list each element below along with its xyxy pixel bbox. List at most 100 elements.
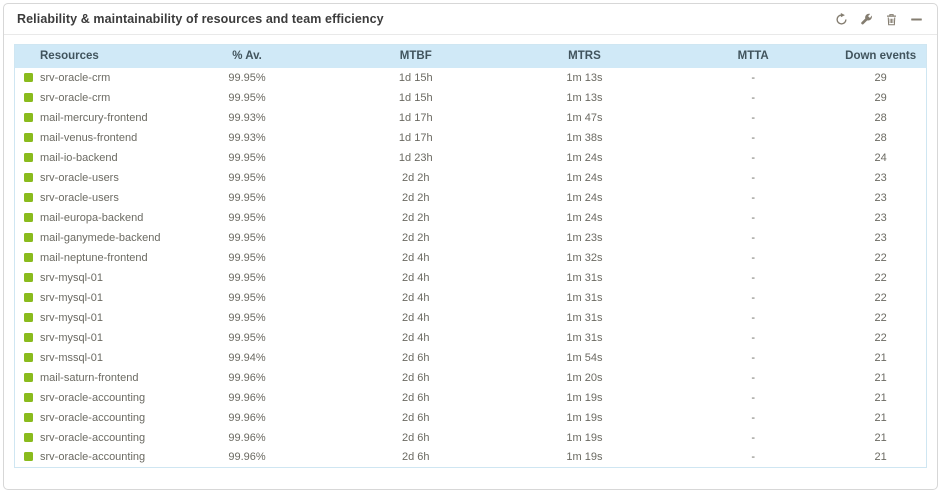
table-row: srv-oracle-users 99.95% 2d 2h 1m 24s -23 xyxy=(14,167,927,188)
cell-down-events: 23 xyxy=(835,167,927,188)
status-ok-icon xyxy=(24,72,33,82)
table-row: srv-mysql-01 99.95% 2d 4h 1m 31s -22 xyxy=(14,267,927,288)
cell-mtta: - xyxy=(671,387,836,408)
cell-down-events: 21 xyxy=(835,427,927,448)
cell-down-events: 22 xyxy=(835,307,927,328)
cell-mtrs: 1m 31s xyxy=(497,267,672,288)
status-ok-icon xyxy=(24,372,33,382)
status-ok-icon xyxy=(24,172,33,182)
cell-availability: 99.96% xyxy=(160,427,334,448)
status-ok-icon xyxy=(24,452,33,462)
cell-down-events: 24 xyxy=(835,147,927,168)
cell-resource: mail-europa-backend xyxy=(14,207,161,228)
cell-down-events: 29 xyxy=(835,87,927,108)
resource-name: srv-oracle-crm xyxy=(40,71,111,84)
table-row: mail-saturn-frontend 99.96% 2d 6h 1m 20s -21 xyxy=(14,367,927,388)
refresh-button[interactable] xyxy=(833,11,849,27)
cell-resource: mail-mercury-frontend xyxy=(14,107,161,128)
resource-name: mail-io-backend xyxy=(40,151,118,164)
cell-availability: 99.95% xyxy=(160,207,334,228)
cell-availability: 99.96% xyxy=(160,367,334,388)
resource-name: srv-oracle-accounting xyxy=(40,451,146,464)
cell-mtrs: 1m 31s xyxy=(497,327,672,348)
cell-availability: 99.94% xyxy=(160,347,334,368)
cell-mtta: - xyxy=(671,187,836,208)
cell-down-events: 21 xyxy=(835,347,927,368)
table-header-row: Resources % Av. MTBF MTRS MTTA Down even… xyxy=(14,44,927,68)
cell-mtta: - xyxy=(671,347,836,368)
table-header: Resources % Av. MTBF MTRS MTTA Down even… xyxy=(14,44,927,68)
cell-mtta: - xyxy=(671,67,836,88)
cell-resource: srv-mssql-01 xyxy=(14,347,161,368)
status-ok-icon xyxy=(24,392,33,402)
table-row: srv-mysql-01 99.95% 2d 4h 1m 31s -22 xyxy=(14,307,927,328)
cell-mtrs: 1m 19s xyxy=(497,447,672,468)
cell-availability: 99.95% xyxy=(160,147,334,168)
resource-name: srv-oracle-accounting xyxy=(40,411,146,424)
resource-name: srv-mysql-01 xyxy=(40,311,103,324)
table-row: srv-oracle-crm 99.95% 1d 15h 1m 13s -29 xyxy=(14,87,927,108)
cell-availability: 99.96% xyxy=(160,447,334,468)
cell-mtbf: 2d 2h xyxy=(333,167,498,188)
cell-mtrs: 1m 19s xyxy=(497,427,672,448)
cell-mtbf: 2d 4h xyxy=(333,267,498,288)
status-ok-icon xyxy=(24,412,33,422)
table-row: srv-oracle-accounting 99.96% 2d 6h 1m 19s -2… xyxy=(14,447,927,468)
cell-mtbf: 2d 4h xyxy=(333,307,498,328)
collapse-button[interactable] xyxy=(908,11,924,27)
table-row: srv-oracle-crm 99.95% 1d 15h 1m 13s -29 xyxy=(14,67,927,88)
cell-mtta: - xyxy=(671,147,836,168)
cell-mtbf: 2d 4h xyxy=(333,247,498,268)
cell-resource: srv-oracle-users xyxy=(14,187,161,208)
resource-name: srv-mysql-01 xyxy=(40,291,103,304)
cell-mtrs: 1m 19s xyxy=(497,407,672,428)
status-ok-icon xyxy=(24,92,33,102)
cell-mtta: - xyxy=(671,247,836,268)
cell-down-events: 29 xyxy=(835,67,927,88)
status-ok-icon xyxy=(24,152,33,162)
configure-button[interactable] xyxy=(858,11,874,27)
cell-availability: 99.93% xyxy=(160,127,334,148)
cell-resource: srv-oracle-accounting xyxy=(14,427,161,448)
cell-mtrs: 1m 20s xyxy=(497,367,672,388)
cell-mtta: - xyxy=(671,227,836,248)
resource-name: srv-mysql-01 xyxy=(40,271,103,284)
cell-down-events: 23 xyxy=(835,187,927,208)
cell-mtrs: 1m 23s xyxy=(497,227,672,248)
status-ok-icon xyxy=(24,212,33,222)
resource-name: srv-oracle-accounting xyxy=(40,391,146,404)
cell-mtta: - xyxy=(671,87,836,108)
cell-mtta: - xyxy=(671,107,836,128)
resource-name: mail-europa-backend xyxy=(40,211,144,224)
cell-mtbf: 1d 17h xyxy=(333,127,498,148)
delete-button[interactable] xyxy=(883,11,899,27)
cell-down-events: 28 xyxy=(835,107,927,128)
panel-toolbar xyxy=(833,11,924,27)
table-row: srv-mssql-01 99.94% 2d 6h 1m 54s -21 xyxy=(14,347,927,368)
cell-mtbf: 1d 15h xyxy=(333,67,498,88)
status-ok-icon xyxy=(24,112,33,122)
column-header-mtrs: MTRS xyxy=(497,44,672,68)
reliability-table: Resources % Av. MTBF MTRS MTTA Down even… xyxy=(14,44,927,468)
status-ok-icon xyxy=(24,332,33,342)
column-header-mtta: MTTA xyxy=(671,44,836,68)
status-ok-icon xyxy=(24,292,33,302)
status-ok-icon xyxy=(24,232,33,242)
resource-name: mail-mercury-frontend xyxy=(40,111,148,124)
cell-down-events: 21 xyxy=(835,387,927,408)
table-row: mail-io-backend 99.95% 1d 23h 1m 24s -24 xyxy=(14,147,927,168)
resource-name: mail-saturn-frontend xyxy=(40,371,139,384)
cell-down-events: 21 xyxy=(835,367,927,388)
table-row: mail-neptune-frontend 99.95% 2d 4h 1m 32s -2… xyxy=(14,247,927,268)
cell-mtbf: 2d 6h xyxy=(333,367,498,388)
refresh-icon xyxy=(835,12,847,25)
column-header-mtbf: MTBF xyxy=(333,44,498,68)
cell-mtta: - xyxy=(671,167,836,188)
cell-resource: srv-oracle-crm xyxy=(14,67,161,88)
table-row: srv-mysql-01 99.95% 2d 4h 1m 31s -22 xyxy=(14,287,927,308)
cell-down-events: 28 xyxy=(835,127,927,148)
cell-mtrs: 1m 19s xyxy=(497,387,672,408)
cell-resource: mail-neptune-frontend xyxy=(14,247,161,268)
cell-down-events: 22 xyxy=(835,327,927,348)
cell-resource: mail-saturn-frontend xyxy=(14,367,161,388)
